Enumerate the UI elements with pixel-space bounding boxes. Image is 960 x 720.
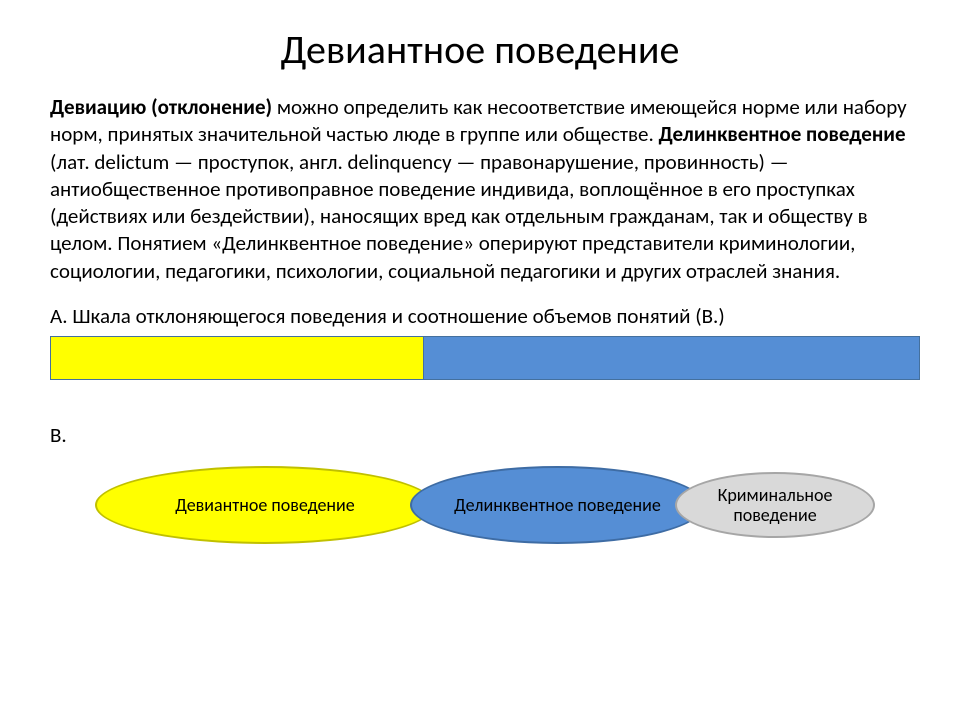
venn-diagram: Девиантное поведение Делинквентное повед… <box>50 456 920 566</box>
behavior-scale-bar <box>50 336 920 380</box>
venn-label-delinquent: Делинквентное поведение <box>454 495 661 516</box>
definition-paragraph: Девиацию (отклонение) можно определить к… <box>50 94 910 285</box>
slide: Девиантное поведение Девиацию (отклонени… <box>0 0 960 720</box>
term-delinquent: Делинквентное поведение <box>659 121 906 147</box>
venn-ellipse-criminal: Криминальное поведение <box>675 472 875 538</box>
venn-label-deviant: Девиантное поведение <box>175 495 354 516</box>
term-deviation: Девиацию (отклонение) <box>50 94 272 120</box>
section-b-label: В. <box>50 422 910 448</box>
page-title: Девиантное поведение <box>50 25 910 74</box>
venn-ellipse-delinquent: Делинквентное поведение <box>410 466 705 544</box>
section-a-label: А. Шкала отклоняющегося поведения и соот… <box>50 303 910 330</box>
venn-ellipse-deviant: Девиантное поведение <box>95 466 435 544</box>
venn-label-criminal: Криминальное поведение <box>689 485 861 526</box>
scale-segment-delinquent <box>424 337 919 379</box>
scale-segment-deviant <box>51 337 424 379</box>
text-segment-2: (лат. delictum — проступок, англ. delinq… <box>50 149 868 284</box>
